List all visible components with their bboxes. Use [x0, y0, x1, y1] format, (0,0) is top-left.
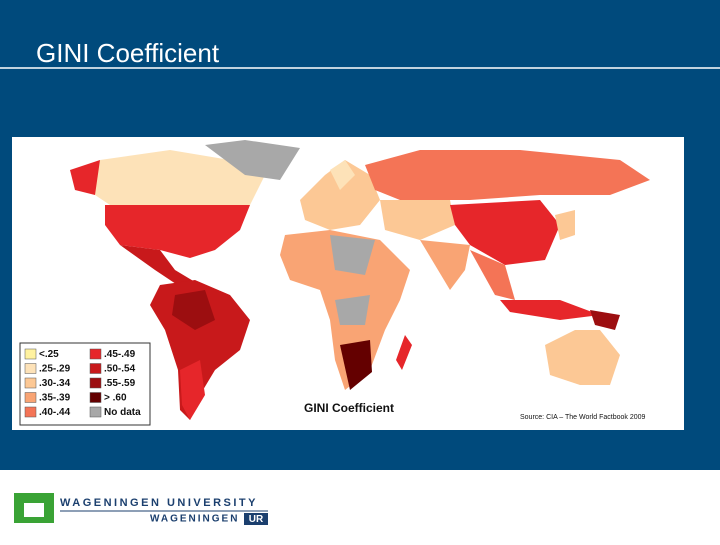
logo: WAGENINGEN UNIVERSITY WAGENINGEN UR: [14, 493, 268, 525]
legend-label: <.25: [39, 349, 59, 360]
central-asia: [380, 200, 455, 240]
scandinavia: [330, 160, 355, 190]
map: [12, 137, 684, 430]
europe: [300, 160, 380, 230]
argentina: [180, 360, 205, 420]
logo-mark-inner: [24, 503, 44, 517]
legend-label: .55-.59: [104, 378, 136, 389]
legend-swatch: [24, 377, 37, 389]
southern-africa: [340, 340, 372, 390]
madagascar: [396, 335, 412, 370]
central-america: [120, 245, 200, 290]
legend-swatch: [89, 348, 102, 360]
japan: [555, 210, 575, 240]
legend-label: .45-.49: [104, 349, 136, 360]
legend-box: [19, 342, 151, 426]
map-source: Source: CIA – The World Factbook 2009: [520, 414, 646, 421]
logo-box: [244, 513, 268, 525]
legend-swatch: [89, 406, 102, 418]
footer-band: [0, 470, 720, 540]
greenland: [205, 140, 300, 180]
legend-swatch: [24, 406, 37, 418]
legend-label: .40-.44: [39, 407, 71, 418]
slide-title: GINI Coefficient: [36, 38, 220, 68]
legend-swatch: [24, 392, 37, 403]
russia: [365, 150, 650, 200]
usa: [105, 205, 250, 258]
logo-top: WAGENINGEN UNIVERSITY: [60, 497, 258, 509]
logo-bottom: WAGENINGEN: [150, 514, 239, 525]
new-guinea: [590, 310, 620, 330]
canada: [95, 150, 265, 205]
legend-swatch: [24, 348, 37, 360]
brazil-north: [172, 290, 215, 330]
india: [420, 240, 470, 290]
legend-label: .50-.54: [104, 364, 136, 375]
legend-swatch: [89, 392, 102, 403]
sahara: [330, 235, 375, 275]
australia: [545, 330, 620, 385]
legend-label: No data: [104, 407, 141, 418]
indonesia: [500, 300, 600, 320]
china: [450, 200, 560, 265]
central-africa: [335, 295, 370, 325]
southeast-asia: [470, 250, 515, 300]
legend-label: > .60: [104, 393, 127, 404]
legend-label: .35-.39: [39, 393, 71, 404]
legend-swatch: [89, 363, 102, 374]
legend-label: .30-.34: [39, 378, 71, 389]
map-caption: GINI Coefficient: [304, 401, 394, 415]
legend: <.25 .25-.29 .30-.34 .35-.39 .40-.44 .45-.49.…: [19, 342, 151, 426]
legend-label: .25-.29: [39, 364, 71, 375]
legend-swatch: [89, 377, 102, 389]
legend-swatch: [24, 363, 37, 374]
logo-box-text: UR: [249, 514, 264, 525]
